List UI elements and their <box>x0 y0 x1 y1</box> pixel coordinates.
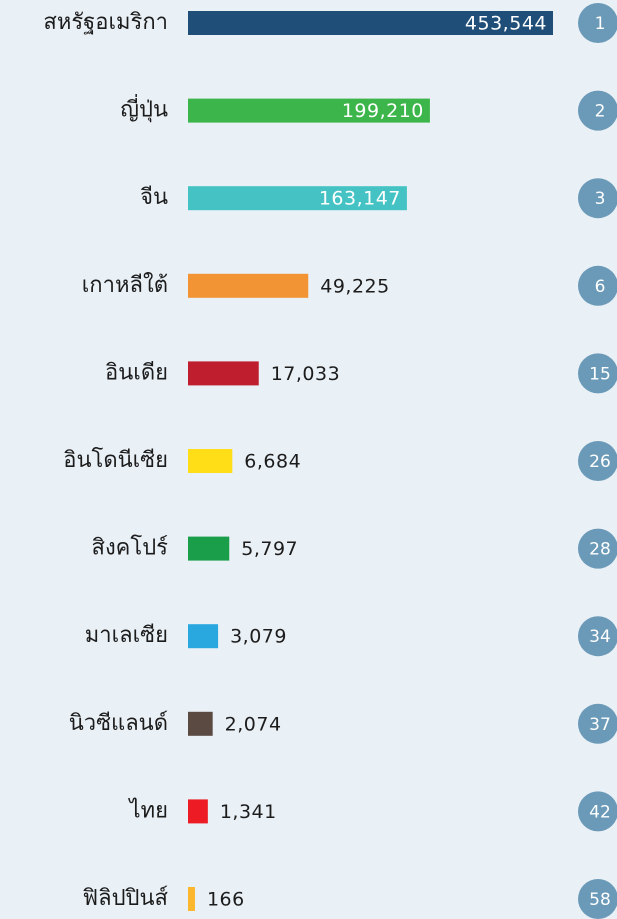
value-label: 199,210 <box>342 100 424 122</box>
rank-label: 28 <box>589 540 611 560</box>
rank-badge <box>578 3 617 43</box>
country-label: สิงคโปร์ <box>92 535 169 561</box>
rank-badge <box>578 703 617 744</box>
bar <box>188 186 407 211</box>
rank-badge <box>578 441 617 481</box>
bar <box>188 98 430 123</box>
country-label: อินโดนีเซีย <box>63 447 168 473</box>
value-label: 5,797 <box>241 538 298 560</box>
value-label: 49,225 <box>320 275 389 297</box>
rank-badge <box>578 90 617 131</box>
bar <box>188 11 553 35</box>
value-label: 17,033 <box>271 363 340 385</box>
bar <box>188 887 195 911</box>
country-label: ไทย <box>128 797 168 823</box>
country-label: ญี่ปุ่น <box>120 94 168 123</box>
rank-label: 2 <box>595 102 606 122</box>
value-label: 163,147 <box>319 188 401 210</box>
value-label: 453,544 <box>465 13 547 35</box>
rank-label: 26 <box>589 452 611 472</box>
rank-label: 3 <box>595 189 606 209</box>
rank-label: 37 <box>589 715 611 735</box>
rank-badge <box>578 616 617 657</box>
bar <box>188 799 208 824</box>
country-label: นิวซีแลนด์ <box>69 711 168 736</box>
value-label: 3,079 <box>230 626 287 648</box>
bar <box>188 273 309 298</box>
bar <box>188 711 213 736</box>
rank-badge <box>578 178 617 219</box>
country-label: มาเลเซีย <box>85 623 168 648</box>
value-label: 166 <box>207 889 245 911</box>
rank-badge <box>578 528 617 569</box>
country-label: สหรัฐอเมริกา <box>43 10 168 35</box>
country-label: ฟิลิปปินส์ <box>83 886 169 911</box>
value-label: 6,684 <box>244 451 301 473</box>
bar <box>188 449 233 473</box>
rank-label: 42 <box>589 802 611 822</box>
rank-badge <box>578 353 617 394</box>
rank-badge <box>578 791 617 832</box>
country-label: เกาหลีใต้ <box>82 272 168 298</box>
value-label: 2,074 <box>225 713 282 735</box>
rank-label: 15 <box>589 364 611 384</box>
bar <box>188 624 219 649</box>
rank-badge <box>578 879 617 919</box>
rank-label: 6 <box>595 277 606 297</box>
rank-label: 34 <box>589 627 611 647</box>
bar <box>188 361 259 386</box>
country-label: อินเดีย <box>105 360 168 385</box>
bar <box>188 536 230 561</box>
rank-label: 58 <box>589 890 611 910</box>
value-label: 1,341 <box>220 801 277 823</box>
rank-label: 1 <box>595 14 606 34</box>
country-label: จีน <box>140 185 168 210</box>
rank-badge <box>578 265 617 306</box>
